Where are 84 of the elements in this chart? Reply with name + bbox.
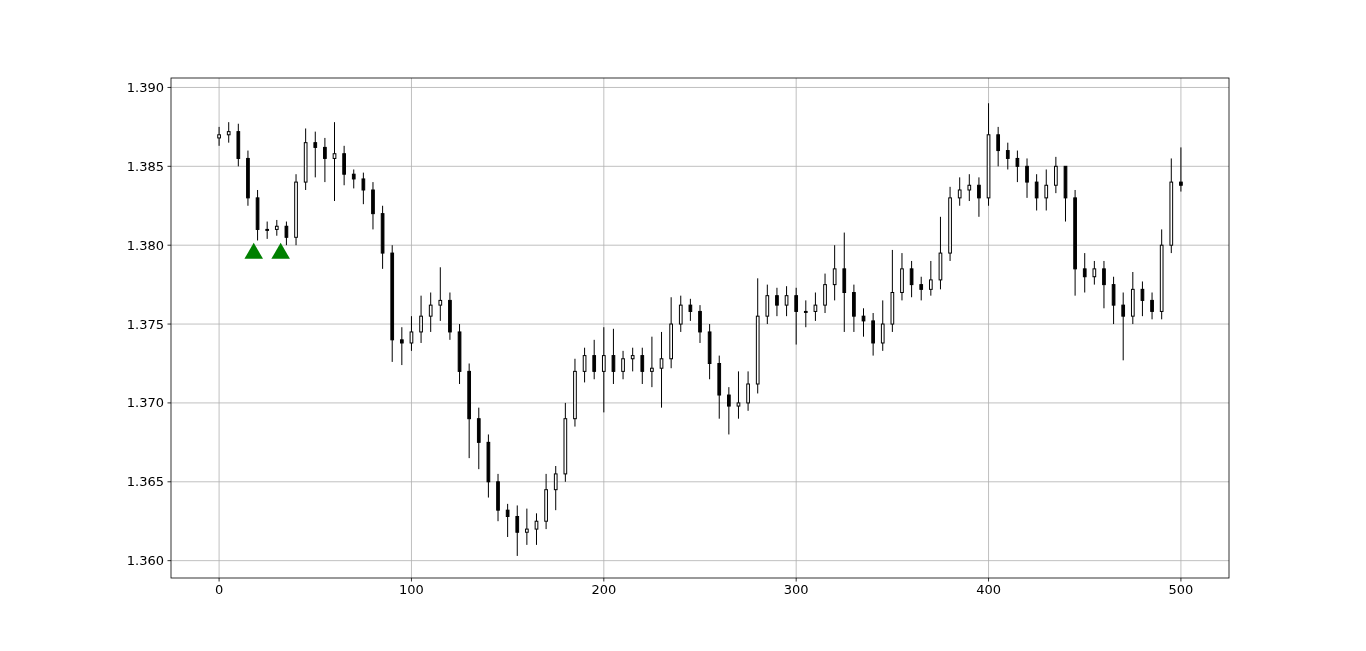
candlestick [409,315,414,352]
candlestick [438,266,443,322]
candlestick [1102,260,1106,309]
candlestick [601,326,606,413]
candlestick [698,304,702,344]
candlestick [880,299,885,352]
y-tick-label: 1.360 [126,553,164,569]
candlestick [678,295,683,333]
candlestick [977,176,981,218]
candlestick [919,276,924,301]
candlestick [688,298,693,322]
x-tick-label: 100 [399,582,424,597]
candlestick [1179,146,1183,193]
candlestick [659,331,664,409]
candlestick [342,145,346,186]
candlestick [515,504,520,557]
candlestick [794,287,799,346]
candlestick [428,292,433,333]
candlestick [871,312,875,357]
candlestick [1150,292,1154,320]
candlestick [1005,142,1010,170]
candlestick [611,328,616,385]
x-tick-label: 200 [591,582,617,597]
candlestick [746,370,750,412]
y-tick-label: 1.380 [126,237,164,253]
candlestick [217,126,221,147]
candlestick [909,260,914,298]
candlestick [1140,280,1145,317]
candlestick [784,285,789,317]
candlestick [832,244,837,301]
candlestick [323,137,327,183]
candlestick [967,173,972,202]
candlestick [1044,168,1049,211]
candlestick [928,260,933,297]
x-tick-label: 0 [214,582,224,597]
x-tick-label: 300 [783,582,809,597]
candlestick [842,232,847,333]
candlestick [284,221,289,246]
candlestick [900,252,904,301]
candlestick [1111,276,1116,325]
candlestick [351,168,356,189]
candlestick [592,339,597,380]
candlestick [736,370,741,420]
candlestick [332,121,337,202]
candlestick [525,508,529,546]
candlestick [957,176,962,207]
candlestick [476,407,481,470]
candlestick [775,287,779,317]
candlestick [765,284,770,325]
candlestick [813,292,818,322]
candlestick [553,465,558,511]
candlestick [361,172,366,205]
candlestick [640,347,645,385]
candlestick [313,131,318,178]
candlestick [852,284,856,333]
candlestick [803,299,808,328]
candlestick [1092,260,1097,286]
candlestick [1034,173,1039,211]
candlestick [1025,157,1029,199]
candlestick [996,126,1001,167]
candlestick [505,503,510,538]
y-tick-label: 1.375 [126,316,164,332]
candlestick [630,347,635,372]
candlestick [534,512,539,546]
candlestick [399,326,404,366]
x-tick-label: 400 [976,582,1001,597]
candlestick [621,350,625,380]
candlestick [861,307,866,338]
candlestick [371,181,375,230]
candlestick [1082,252,1087,294]
y-tick-label: 1.390 [126,80,164,96]
candlestick [650,336,654,388]
y-tick-label: 1.370 [126,395,164,411]
candlestick [1121,292,1126,361]
x-tick-label: 500 [1168,582,1194,597]
candlestick [419,295,423,344]
candlestick [823,273,827,314]
candlestick [727,386,731,435]
candlestick [582,347,587,383]
candlestick [1054,156,1058,194]
candlestick [226,121,231,144]
y-tick-label: 1.365 [126,474,164,490]
y-tick-label: 1.385 [126,158,164,174]
candlestick [1015,150,1020,183]
